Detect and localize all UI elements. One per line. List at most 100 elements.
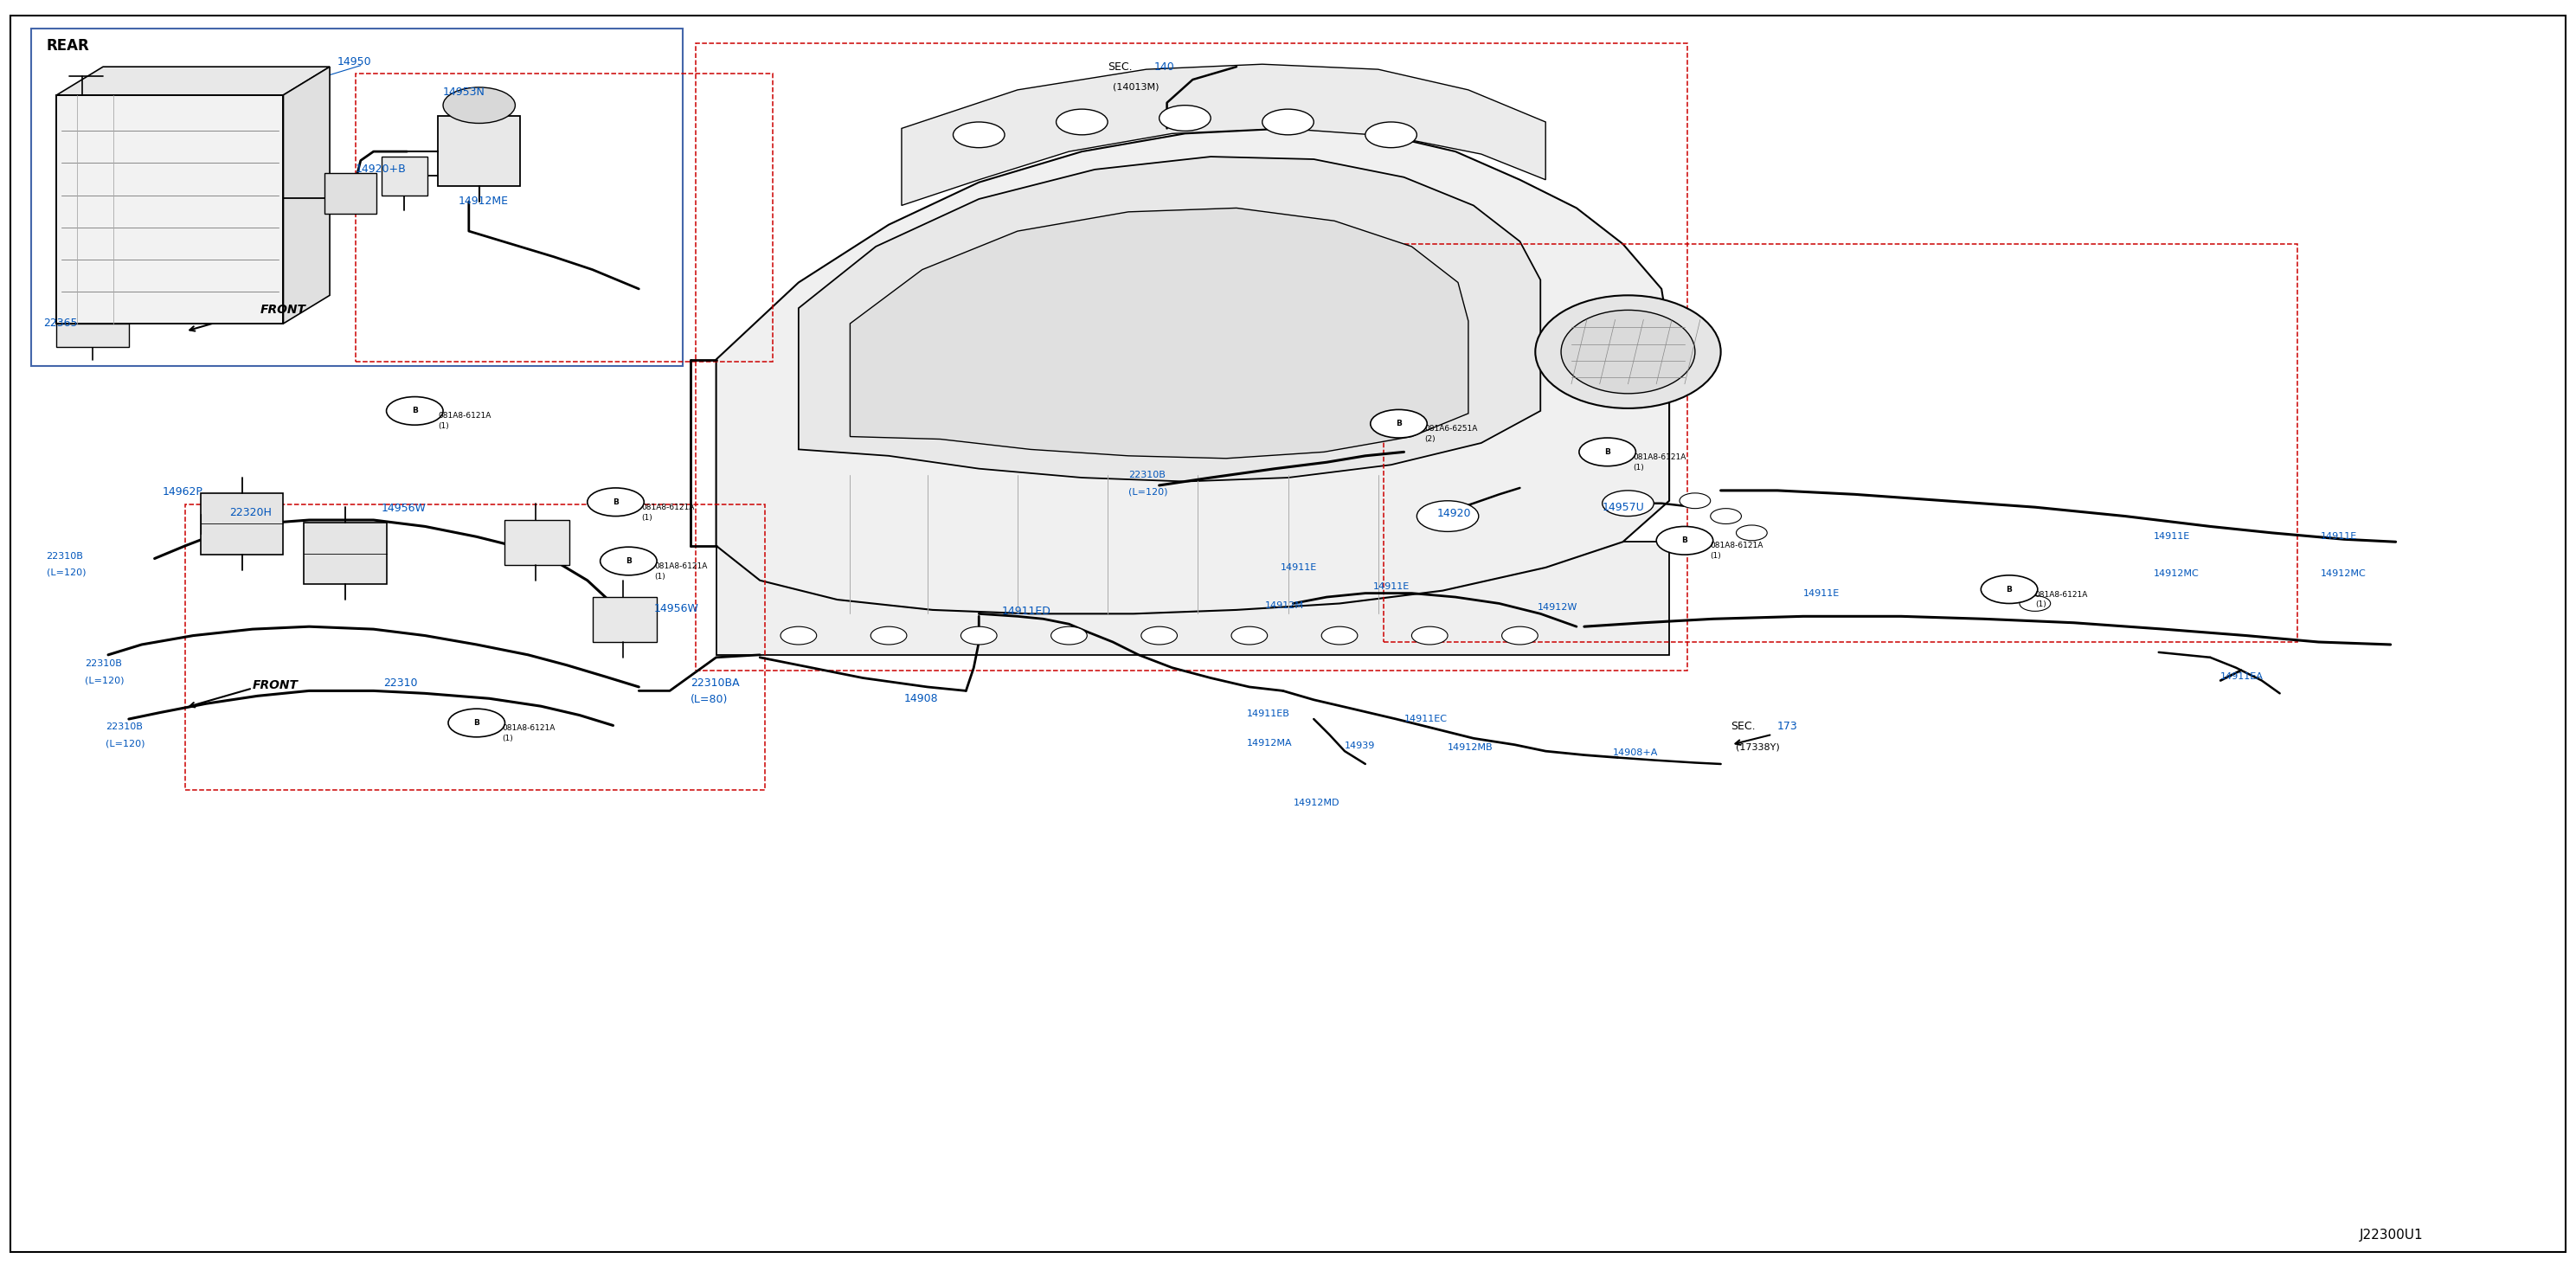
Text: 14911E: 14911E xyxy=(1373,583,1409,591)
Circle shape xyxy=(1710,508,1741,524)
Text: J22300U1: J22300U1 xyxy=(2360,1229,2424,1242)
Text: B: B xyxy=(474,719,479,727)
Text: 14957U: 14957U xyxy=(1602,502,1643,512)
Circle shape xyxy=(1412,627,1448,645)
Text: (14013M): (14013M) xyxy=(1113,83,1159,91)
Bar xyxy=(716,542,1669,655)
Text: FRONT: FRONT xyxy=(260,303,307,316)
Text: B: B xyxy=(613,498,618,506)
Circle shape xyxy=(1231,627,1267,645)
Text: (L=120): (L=120) xyxy=(1128,488,1167,496)
Text: 22310B: 22310B xyxy=(106,723,142,731)
Circle shape xyxy=(2020,596,2050,611)
Text: 081A8-6121A
(1): 081A8-6121A (1) xyxy=(1710,542,1765,560)
Circle shape xyxy=(448,709,505,737)
Circle shape xyxy=(871,627,907,645)
Ellipse shape xyxy=(1535,295,1721,408)
FancyBboxPatch shape xyxy=(57,95,283,324)
Text: 14911EB: 14911EB xyxy=(1247,710,1291,718)
Text: 081A8-6121A
(1): 081A8-6121A (1) xyxy=(502,724,556,742)
Circle shape xyxy=(1656,526,1713,555)
Circle shape xyxy=(1680,493,1710,508)
Text: 14939: 14939 xyxy=(1345,742,1376,750)
Text: 14911E: 14911E xyxy=(2321,533,2357,541)
Text: B: B xyxy=(2007,586,2012,593)
Circle shape xyxy=(443,87,515,123)
Circle shape xyxy=(600,547,657,575)
Text: 140: 140 xyxy=(1154,62,1175,72)
Text: 22320H: 22320H xyxy=(229,507,270,517)
Text: 22310B: 22310B xyxy=(85,660,121,668)
Text: SEC.: SEC. xyxy=(1108,62,1133,72)
Polygon shape xyxy=(850,208,1468,458)
Text: (17338Y): (17338Y) xyxy=(1736,743,1780,751)
FancyBboxPatch shape xyxy=(304,523,386,584)
Text: 14911EC: 14911EC xyxy=(1404,715,1448,723)
Text: 14908: 14908 xyxy=(904,693,938,704)
Circle shape xyxy=(1417,501,1479,532)
Text: 14911EA: 14911EA xyxy=(2221,673,2264,681)
Text: 22310B: 22310B xyxy=(1128,471,1164,479)
Text: B: B xyxy=(412,407,417,415)
Text: 22310: 22310 xyxy=(384,678,417,688)
Text: 081A6-6251A
(2): 081A6-6251A (2) xyxy=(1425,425,1479,443)
Bar xyxy=(57,324,129,347)
Text: 22365: 22365 xyxy=(44,318,77,329)
Text: 14962P: 14962P xyxy=(162,487,204,497)
Polygon shape xyxy=(716,128,1669,614)
Circle shape xyxy=(1159,105,1211,131)
Circle shape xyxy=(386,397,443,425)
Circle shape xyxy=(1502,627,1538,645)
Circle shape xyxy=(1051,627,1087,645)
Text: 14908+A: 14908+A xyxy=(1613,749,1659,756)
Bar xyxy=(381,157,428,195)
Text: 14912W: 14912W xyxy=(1538,603,1579,611)
Text: 173: 173 xyxy=(1777,722,1798,732)
Text: 14911E: 14911E xyxy=(2154,533,2190,541)
Polygon shape xyxy=(57,67,330,95)
Text: 14911E: 14911E xyxy=(1803,589,1839,597)
Bar xyxy=(185,505,765,790)
Circle shape xyxy=(1056,109,1108,135)
Bar xyxy=(438,116,520,186)
Bar xyxy=(592,597,657,642)
Text: 14912M: 14912M xyxy=(1265,602,1303,610)
Bar xyxy=(1383,244,2298,642)
Text: 14956W: 14956W xyxy=(381,503,425,514)
Polygon shape xyxy=(799,157,1540,482)
Bar xyxy=(31,28,683,366)
Text: 14911E: 14911E xyxy=(1280,564,1316,571)
Circle shape xyxy=(1365,122,1417,148)
Text: 14956W: 14956W xyxy=(654,603,698,614)
Text: 14912MA: 14912MA xyxy=(1247,740,1293,747)
Text: B: B xyxy=(1682,537,1687,544)
Bar xyxy=(505,520,569,565)
Text: B: B xyxy=(1605,448,1610,456)
Circle shape xyxy=(1736,525,1767,541)
Text: 14911ED: 14911ED xyxy=(1002,606,1051,616)
Text: 081A8-6121A
(1): 081A8-6121A (1) xyxy=(438,412,492,430)
Text: 14920+B: 14920+B xyxy=(355,164,407,175)
Text: (L=120): (L=120) xyxy=(85,677,124,684)
Circle shape xyxy=(781,627,817,645)
Text: 14920: 14920 xyxy=(1437,508,1471,519)
Text: REAR: REAR xyxy=(46,39,90,54)
Text: 22310BA: 22310BA xyxy=(690,678,739,688)
Circle shape xyxy=(1981,575,2038,603)
Circle shape xyxy=(1141,627,1177,645)
Text: 14912ME: 14912ME xyxy=(459,196,507,207)
Circle shape xyxy=(1370,410,1427,438)
Text: B: B xyxy=(626,557,631,565)
Text: 14912MB: 14912MB xyxy=(1448,743,1494,751)
Text: (L=80): (L=80) xyxy=(690,695,729,705)
Text: 14953N: 14953N xyxy=(443,87,484,98)
Circle shape xyxy=(961,627,997,645)
Text: 14912MD: 14912MD xyxy=(1293,799,1340,806)
Text: 081A8-6121A
(1): 081A8-6121A (1) xyxy=(1633,453,1687,471)
Text: (L=120): (L=120) xyxy=(106,740,144,747)
Circle shape xyxy=(953,122,1005,148)
Text: (L=120): (L=120) xyxy=(46,569,85,577)
Text: B: B xyxy=(1396,420,1401,428)
Text: 22310B: 22310B xyxy=(46,552,82,560)
Bar xyxy=(355,73,773,362)
